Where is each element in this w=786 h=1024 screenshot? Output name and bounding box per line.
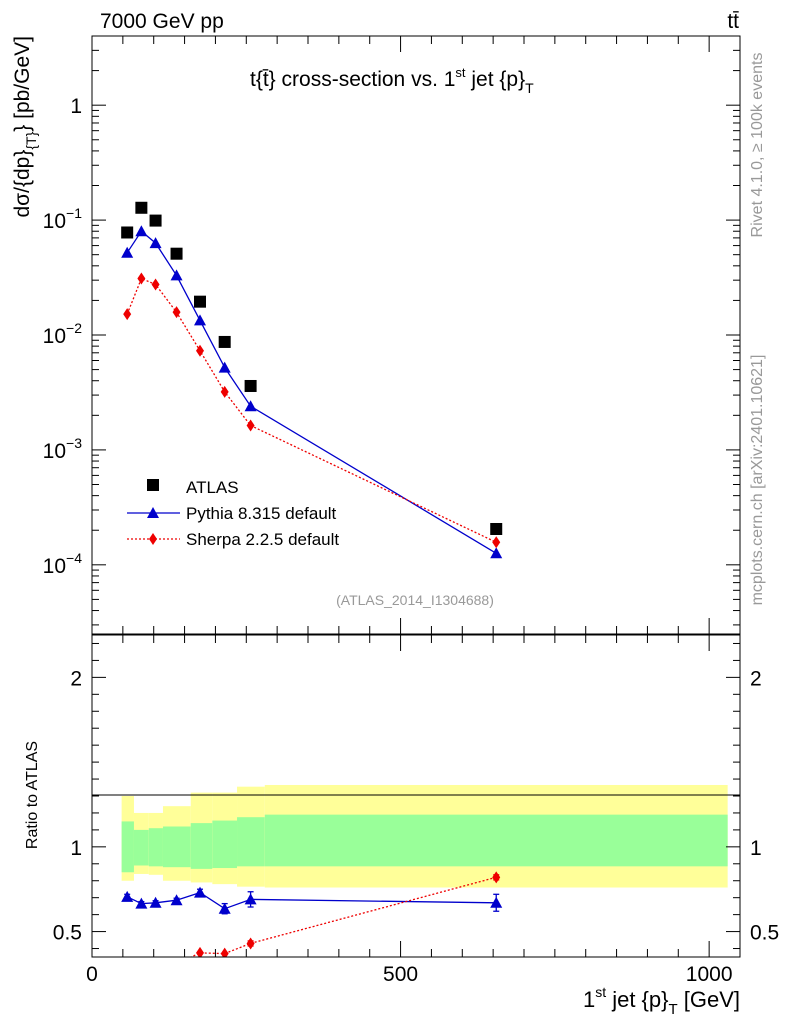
ratio-point-diamond-6 — [246, 937, 255, 950]
ratio-y-tick-label-left: 2 — [70, 667, 82, 690]
ratio-point-triangle-7 — [490, 896, 503, 908]
main-point-triangle-1 — [135, 225, 148, 237]
legend-pythia-label: Pythia 8.315 default — [186, 504, 337, 523]
inner-band-segment — [237, 817, 265, 867]
ratio-point-diamond-3 — [173, 958, 181, 970]
main-axis-ticks — [91, 35, 741, 634]
ratio-point-triangle-1 — [135, 897, 148, 909]
main-point-triangle-5 — [218, 361, 231, 373]
ratio-point-triangle-5 — [218, 902, 231, 914]
main-point-square-1 — [135, 201, 148, 214]
ratio-point-diamond-0 — [123, 977, 131, 989]
ratio-y-tick-label-right: 1 — [750, 837, 762, 860]
ratio-tick-labels: 0.5 0.5 1 1 2 2 0 500 1000 — [53, 667, 779, 986]
main-point-square-7 — [490, 522, 503, 535]
legend-pythia-marker — [147, 507, 159, 518]
ratio-point-diamond-1 — [137, 969, 145, 981]
main-point-diamond-1 — [137, 272, 146, 285]
header-process-label: tt̄ — [727, 10, 739, 33]
legend-atlas-marker — [147, 479, 159, 491]
ratio-point-triangle-0 — [121, 890, 134, 902]
ratio-line-triangle — [126, 891, 497, 910]
main-line-diamond — [126, 277, 497, 543]
rivet-version-label: Rivet 4.1.0, ≥ 100k events — [749, 53, 766, 238]
inner-band-segment — [148, 828, 163, 867]
x-tick-label: 1000 — [686, 963, 733, 986]
x-axis-label: 1st jet {p}T [GeV] — [583, 984, 740, 1018]
main-point-diamond-6 — [246, 419, 255, 432]
legend-sherpa-marker — [149, 533, 157, 545]
analysis-watermark: (ATLAS_2014_I1304688) — [336, 592, 494, 608]
main-point-diamond-3 — [172, 306, 181, 319]
main-y-axis-label: dσ/{dp}{T}} [pb/GeV] — [11, 36, 39, 218]
inner-band-segment — [162, 826, 191, 868]
header-energy-label: 7000 GeV pp — [100, 10, 224, 33]
inner-band-segment — [190, 823, 213, 869]
ratio-axis-ticks — [91, 635, 741, 957]
ratio-y-tick-label-left: 1 — [70, 837, 82, 860]
main-point-diamond-4 — [196, 344, 204, 357]
ratio-y-tick-label-right: 0.5 — [750, 922, 779, 945]
main-point-triangle-2 — [149, 237, 162, 249]
y-tick-label: 10−2 — [43, 320, 83, 348]
ratio-series-layer — [121, 871, 503, 989]
y-tick-label: 1 — [70, 95, 82, 118]
ratio-point-diamond-7 — [492, 871, 501, 884]
y-tick-label: 10−4 — [43, 550, 83, 578]
ratio-point-triangle-2 — [149, 896, 162, 908]
x-tick-label: 0 — [86, 963, 98, 986]
ratio-y-axis-label: Ratio to ATLAS — [24, 741, 41, 849]
main-point-diamond-0 — [123, 308, 132, 321]
ratio-point-triangle-6 — [244, 893, 257, 905]
ratio-point-diamond-4 — [196, 946, 204, 957]
main-y-tick-labels: 1 10−1 10−2 10−3 10−4 — [43, 95, 83, 578]
inner-band-segment — [212, 820, 238, 869]
ratio-uncertainty-bands — [121, 784, 728, 888]
main-point-triangle-6 — [244, 400, 257, 412]
main-point-triangle-3 — [170, 269, 183, 281]
legend-atlas-label: ATLAS — [186, 478, 239, 497]
main-point-diamond-7 — [492, 536, 501, 549]
main-point-diamond-5 — [220, 385, 229, 398]
ratio-point-triangle-4 — [194, 886, 206, 898]
main-point-square-5 — [218, 335, 231, 348]
legend-sherpa-label: Sherpa 2.2.5 default — [186, 530, 339, 549]
legend: ATLAS Pythia 8.315 default Sherpa 2.2.5 … — [127, 478, 339, 549]
main-point-square-0 — [121, 226, 134, 239]
ratio-point-triangle-3 — [170, 894, 183, 906]
main-point-square-3 — [170, 247, 183, 260]
main-point-triangle-4 — [194, 314, 206, 326]
chart-title: t{t̄} cross-section vs. 1st jet {p}T — [250, 65, 534, 96]
inner-band-segment — [264, 814, 728, 867]
y-tick-label: 10−3 — [43, 435, 83, 463]
main-point-square-6 — [244, 379, 257, 392]
ratio-y-tick-label-right: 2 — [750, 667, 762, 690]
ratio-point-diamond-5 — [220, 947, 229, 957]
ratio-point-diamond-2 — [152, 963, 160, 975]
inner-band-segment — [121, 821, 134, 873]
main-point-diamond-2 — [151, 278, 160, 291]
main-series-layer — [121, 201, 503, 559]
ratio-plot-panel: 0.5 0.5 1 1 2 2 0 500 1000 Ratio to ATLAS 1st je… — [24, 634, 779, 1018]
y-tick-label: 10−1 — [43, 205, 83, 233]
main-point-triangle-7 — [490, 547, 503, 559]
mcplots-label: mcplots.cern.ch [arXiv:2401.10621] — [749, 355, 766, 606]
inner-band-segment — [133, 829, 149, 866]
ratio-y-tick-label-left: 0.5 — [53, 922, 82, 945]
x-tick-label: 500 — [383, 963, 418, 986]
main-point-square-2 — [149, 214, 162, 227]
main-point-triangle-0 — [121, 246, 134, 258]
main-point-square-4 — [194, 295, 206, 308]
main-plot-panel: 1 10−1 10−2 10−3 10−4 t{t̄} cross-section vs… — [11, 35, 741, 635]
ratio-line-diamond — [189, 876, 497, 957]
